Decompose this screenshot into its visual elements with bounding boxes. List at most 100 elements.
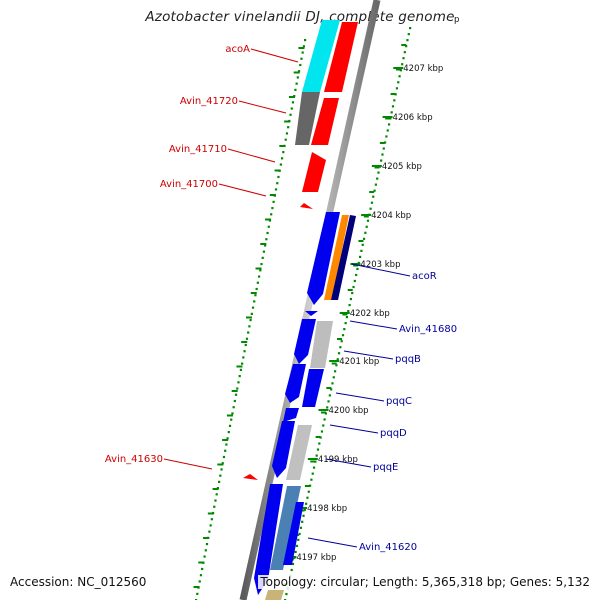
gene-pqqC-blue-block-b[interactable] — [302, 369, 324, 407]
inner-dot — [239, 368, 243, 371]
ruler-dot — [384, 141, 387, 144]
inner-dot — [230, 418, 233, 421]
ruler-label: 4207 kbp — [403, 64, 443, 74]
backbone — [239, 0, 381, 600]
inner-dot — [219, 474, 222, 477]
ruler-dot — [395, 87, 399, 90]
ruler-dot — [290, 568, 293, 572]
inner-dot — [207, 536, 210, 539]
ruler-labels: 4207 kbp 4206 kbp 4205 kbp 4204 kbp 4203 kbp… — [296, 15, 459, 563]
ruler-dot — [326, 406, 329, 409]
ruler-dot — [356, 267, 359, 271]
inner-dot — [245, 337, 249, 340]
inner-dot — [242, 356, 245, 359]
inner-dot — [249, 319, 252, 322]
gene-pqqD-blue-block[interactable] — [283, 408, 299, 422]
inner-dot — [216, 487, 219, 490]
gene-label-forward: Avin_41720 — [180, 96, 238, 107]
inner-dot — [225, 443, 228, 446]
gene-pqqB-blue-block[interactable] — [294, 319, 316, 364]
ruler-dot — [320, 430, 324, 433]
inner-dotted-line — [195, 39, 307, 600]
gene-acoA-block[interactable] — [302, 20, 340, 92]
ruler-dot — [299, 526, 302, 529]
gene-leader-line — [325, 458, 372, 468]
ruler-label: 4205 kbp — [382, 162, 422, 172]
ruler-dot — [343, 328, 346, 331]
gene-avin-41710-block[interactable] — [302, 152, 326, 192]
ruler-dot — [369, 207, 372, 210]
inner-dot — [210, 518, 213, 521]
ruler-label: 4197 kbp — [296, 553, 336, 563]
accession-text: Accession: NC_012560 — [8, 575, 149, 589]
ruler-dot — [365, 225, 368, 228]
inner-dot — [290, 107, 293, 110]
gene-tail-tan-block[interactable] — [265, 590, 284, 600]
gene-label-reverse: acoR — [412, 271, 437, 282]
ruler-dot — [351, 291, 354, 295]
gene-avin-41620-blue-block-b[interactable] — [283, 502, 304, 565]
gene-avin-41620-blue-block-a[interactable] — [254, 484, 283, 595]
ruler-dot — [359, 255, 362, 258]
inner-dot — [294, 88, 297, 91]
ruler-dot — [393, 99, 396, 102]
inner-dot — [236, 387, 239, 390]
inner-dot — [270, 213, 273, 216]
gene-label-reverse: pqqE — [373, 462, 398, 473]
gene-acoR-orange-block[interactable] — [324, 215, 349, 300]
inner-dot — [255, 287, 258, 291]
ruler-dot — [314, 460, 317, 463]
ruler-dot — [295, 544, 299, 548]
ruler-dot — [348, 303, 351, 307]
ruler-dot — [380, 159, 383, 162]
inner-dot — [227, 431, 230, 434]
gene-acoR-blue-block[interactable] — [307, 212, 340, 305]
ruler-dot — [373, 189, 376, 192]
ruler-dot — [385, 135, 388, 138]
gene-pqqE-grey-block[interactable] — [286, 425, 312, 480]
gene-acoR-navy-block[interactable] — [331, 215, 356, 300]
ruler-dot — [377, 171, 380, 174]
inner-dot — [205, 543, 209, 546]
inner-dot — [251, 306, 255, 309]
gene-avin-41680-marker[interactable] — [305, 311, 318, 316]
inner-dot — [214, 499, 217, 502]
ruler-dot — [407, 33, 410, 36]
gene-leader-line — [163, 458, 213, 470]
ruler-dot — [382, 147, 385, 150]
ruler-dot — [298, 532, 301, 535]
gene-avin-41620-steel-block[interactable] — [270, 486, 301, 570]
inner-dot — [302, 45, 305, 48]
gene-label-forward: acoA — [225, 44, 250, 55]
gene-pqqC-blue-block-a[interactable] — [285, 364, 306, 403]
gene-avin-41720-red-block[interactable] — [311, 98, 339, 145]
ruler-dot — [391, 105, 395, 108]
gene-avin-41720-block[interactable] — [295, 92, 320, 145]
inner-dot — [283, 144, 286, 147]
ruler-dot — [340, 340, 343, 343]
inner-dot — [261, 256, 264, 259]
ruler-dot — [306, 496, 309, 499]
inner-dot — [228, 424, 232, 427]
inner-dot — [232, 406, 235, 409]
inner-dot — [257, 275, 261, 278]
gene-pqqE-blue-block[interactable] — [272, 421, 295, 478]
ruler-dot — [323, 418, 326, 421]
gene-pqqB-grey-block[interactable] — [310, 321, 333, 368]
gene-acoA-red-block[interactable] — [324, 22, 358, 92]
gene-avin-41700-marker[interactable] — [300, 203, 313, 209]
inner-dot — [226, 437, 229, 440]
gene-leader-line — [351, 263, 411, 277]
inner-dot — [262, 250, 266, 253]
inner-dot — [260, 263, 263, 266]
ruler-dot — [322, 424, 325, 427]
inner-dot — [293, 95, 296, 98]
gene-leader-line — [250, 48, 299, 63]
ruler-dot — [366, 219, 370, 222]
gene-avin-41630-marker[interactable] — [243, 474, 258, 480]
ruler-dot — [360, 249, 363, 252]
gene-label-forward: Avin_41710 — [169, 144, 227, 155]
ruler-label: 4201 kbp — [339, 357, 379, 367]
gene-label-reverse: Avin_41680 — [399, 324, 457, 335]
